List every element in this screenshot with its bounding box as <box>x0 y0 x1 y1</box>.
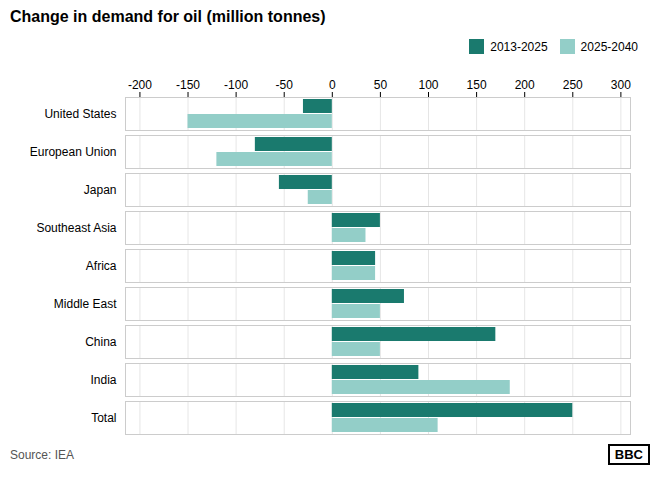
html-text:2013-2025: 2013-2025 <box>490 39 548 54</box>
svg-text:Japan: Japan <box>84 183 117 197</box>
svg-text:300: 300 <box>611 78 631 92</box>
html-text:Source: IEA: Source: IEA <box>10 447 74 462</box>
svg-text:200: 200 <box>515 78 535 92</box>
html-text:Change in demand for oil (mill: Change in demand for oil (million tonnes… <box>10 8 326 25</box>
svg-text:-50: -50 <box>276 78 294 92</box>
svg-text:China: China <box>85 335 117 349</box>
svg-text:-150: -150 <box>176 78 200 92</box>
svg-text:United States: United States <box>44 107 116 121</box>
svg-text:250: 250 <box>563 78 583 92</box>
svg-text:100: 100 <box>418 78 438 92</box>
svg-text:European Union: European Union <box>30 145 117 159</box>
html-text:BBC: BBC <box>614 447 643 462</box>
svg-text:Middle East: Middle East <box>54 297 117 311</box>
svg-text:0: 0 <box>329 78 336 92</box>
svg-text:-200: -200 <box>128 78 152 92</box>
svg-text:50: 50 <box>374 78 388 92</box>
svg-text:150: 150 <box>467 78 487 92</box>
html-text:2025-2040: 2025-2040 <box>580 39 638 54</box>
svg-text:Africa: Africa <box>86 259 117 273</box>
svg-text:-100: -100 <box>224 78 248 92</box>
svg-text:Total: Total <box>91 411 116 425</box>
svg-text:India: India <box>90 373 116 387</box>
svg-text:Southeast Asia: Southeast Asia <box>36 221 116 235</box>
